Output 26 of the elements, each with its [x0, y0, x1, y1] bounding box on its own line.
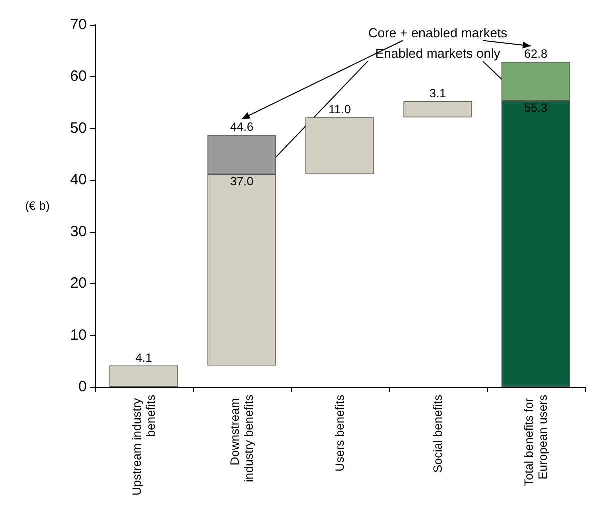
bar: [110, 366, 178, 387]
x-tick-label: Upstream industry benefits: [130, 395, 158, 496]
x-tick-label: Social benefits: [431, 395, 445, 474]
x-tick-label: Downstream industry benefits: [228, 395, 256, 482]
annotation: Enabled markets only: [375, 46, 502, 61]
y-tick-label: 40: [70, 172, 87, 189]
y-tick-label: 0: [78, 378, 87, 396]
x-tick-label: Users benefits: [333, 395, 347, 472]
data-label: 55.3: [524, 101, 548, 116]
x-tick-label: Total benefits for European users: [522, 395, 550, 486]
data-label: 4.1: [136, 350, 153, 365]
total-label: 62.8: [524, 47, 548, 62]
data-label: 3.1: [430, 86, 447, 101]
y-tick-label: 60: [70, 68, 87, 86]
y-axis-title: (€ b): [25, 199, 50, 213]
bar: [306, 118, 374, 174]
bar: [404, 102, 472, 118]
y-tick-label: 70: [70, 16, 87, 34]
y-tick-label: 10: [70, 326, 87, 344]
total-label: 44.6: [230, 120, 254, 134]
y-tick-label: 50: [70, 120, 87, 137]
y-tick-label: 30: [70, 223, 87, 240]
annotation: Core + enabled markets: [368, 25, 508, 40]
data-label: 37.0: [230, 174, 254, 188]
data-label: 11.0: [328, 102, 352, 117]
y-tick-label: 20: [70, 275, 87, 292]
